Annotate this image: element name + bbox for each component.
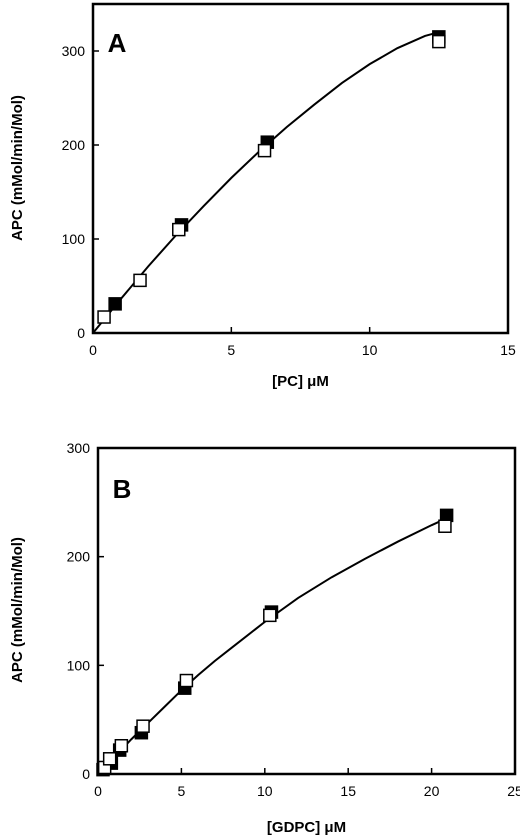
y-tick-label: 300 [62, 43, 86, 59]
filled-square-point [108, 297, 122, 311]
open-square-point [136, 719, 150, 733]
open-square-point [432, 34, 446, 49]
x-axis-title: [GDPC] μM [267, 819, 346, 836]
y-tick-label: 0 [82, 766, 90, 782]
open-square-point [179, 673, 194, 688]
y-tick-label: 0 [77, 325, 85, 341]
plot-frame [91, 2, 510, 335]
x-axis-title: [PC] μM [272, 373, 329, 390]
x-tick-label: 15 [500, 342, 516, 358]
y-tick-label: 200 [62, 137, 86, 153]
open-square-point [172, 222, 186, 237]
x-tick-label: 10 [362, 342, 378, 358]
panel-letter: A [108, 28, 127, 58]
x-tick-label: 5 [227, 342, 235, 358]
open-square-point [133, 273, 147, 288]
open-square-point [257, 143, 272, 158]
y-tick-label: 300 [67, 440, 91, 456]
panel-letter: B [113, 474, 132, 504]
fit-curve [92, 31, 440, 334]
open-square-point [102, 752, 117, 766]
x-tick-label: 20 [424, 783, 440, 799]
y-axis-title: APC (mMol/min/Mol) [9, 537, 26, 683]
x-tick-label: 0 [89, 342, 97, 358]
open-square-point [438, 519, 452, 533]
open-square-point [114, 738, 129, 753]
plot-frame [96, 446, 517, 776]
open-square-point [97, 310, 111, 324]
open-square-point [263, 608, 277, 623]
x-tick-label: 0 [94, 783, 102, 799]
y-tick-label: 100 [67, 657, 91, 673]
y-tick-label: 100 [62, 231, 86, 247]
panel-b: 0 5 10 15 20 25 0 100 200 300 [GDPC] μM APC (mMol/m… [9, 440, 520, 836]
x-tick-label: 10 [257, 783, 273, 799]
y-axis-title: APC (mMol/min/Mol) [9, 95, 26, 241]
panel-a: 0 5 10 15 0 100 200 300 [PC] μM APC (mMol/min/Mol… [9, 2, 516, 390]
y-tick-label: 200 [67, 549, 91, 565]
x-tick-label: 5 [178, 783, 186, 799]
x-tick-label: 25 [507, 783, 520, 799]
fit-curve [97, 516, 449, 775]
x-tick-label: 15 [340, 783, 356, 799]
